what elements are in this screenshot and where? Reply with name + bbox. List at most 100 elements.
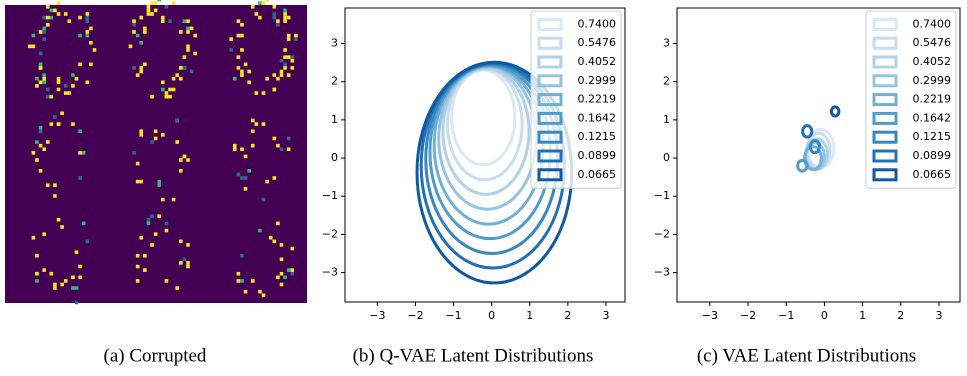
image-pixel [262,293,266,297]
ellipse [452,70,515,165]
y-tick-label: −3 [322,266,338,279]
legend-label: 0.1215 [578,130,617,143]
image-pixel [32,45,36,49]
image-pixel [290,272,294,276]
image-pixel [280,147,284,151]
image-pixel [139,66,143,70]
image-pixel [237,173,241,177]
legend-label: 0.7400 [578,17,617,30]
image-pixel [157,183,161,187]
image-pixel [157,0,161,1]
x-tick-label: −3 [702,309,718,322]
image-pixel [237,66,241,70]
image-pixel [179,158,183,162]
image-pixel [240,176,244,180]
image-pixel [283,276,287,280]
image-pixel [168,95,172,99]
image-pixel [132,30,136,34]
image-pixel [290,247,294,251]
image-pixel [165,91,169,95]
image-pixel [183,55,187,59]
image-pixel [280,283,284,287]
chart: −3−2−10123−3−2−101230.74000.54760.40520.… [654,8,960,366]
image-pixel [46,5,50,9]
image-pixel [39,129,43,133]
image-pixel [78,63,82,67]
image-pixel [39,30,43,34]
legend-label: 0.2999 [578,74,617,87]
image-pixel [42,16,46,20]
image-pixel [273,5,277,9]
y-tick-label: 2 [663,75,670,88]
image-pixel [89,27,93,31]
image-pixel [283,19,287,23]
image-pixel [273,88,277,92]
image-pixel [265,0,269,1]
image-pixel [172,198,176,202]
image-pixel [78,16,82,20]
image-pixel [139,236,143,240]
image-pixel [46,140,50,144]
image-pixel [265,180,269,184]
image-pixel [143,27,147,31]
image-pixel [287,37,291,41]
image-pixel [150,214,154,218]
image-pixel [290,268,294,272]
image-pixel [150,243,154,247]
image-pixel [283,9,287,13]
image-pixel [136,279,140,283]
image-pixel [280,243,284,247]
x-tick-label: 1 [859,309,866,322]
image-pixel [165,5,169,9]
image-pixel [143,268,147,272]
image-pixel [262,91,266,95]
image-pixel [68,91,72,95]
image-pixel [273,16,277,20]
image-pixel [57,12,61,16]
image-pixel [276,222,280,226]
image-pixel [57,218,61,222]
image-pixel [136,254,140,258]
image-pixel [283,16,287,20]
image-pixel [64,279,68,283]
image-pixel [32,151,36,155]
image-pixel [287,55,291,59]
image-pixel [240,73,244,77]
image-pixel [276,77,280,81]
image-pixel [154,1,158,5]
image-pixel [269,236,273,240]
image-pixel [46,95,50,99]
image-pixel [75,301,79,305]
image-pixel [193,34,197,38]
x-tick-label: 2 [564,309,571,322]
image-pixel [276,19,280,23]
image-pixel [71,73,75,77]
image-pixel [35,254,39,258]
ellipse [447,69,522,180]
image-pixel [240,279,244,283]
image-pixel [53,115,57,119]
image-pixel [287,34,291,38]
x-tick-label: 0 [821,309,828,322]
image-pixel [42,232,46,236]
image-pixel [82,151,86,155]
image-pixel [75,286,79,290]
image-pixel [147,222,151,226]
image-pixel [165,279,169,283]
image-pixel [190,70,194,74]
image-pixel [147,218,151,222]
ellipse [803,126,812,137]
image-pixel [283,12,287,16]
image-pixel [136,73,140,77]
image-pixel [39,169,43,173]
image-pixel [57,81,61,85]
image-pixel [147,5,151,9]
y-tick-label: 0 [331,151,338,164]
x-tick-label: −2 [407,309,423,322]
image-pixel [251,279,255,283]
image-pixel [258,290,262,294]
image-pixel [129,45,133,49]
image-pixel [71,276,75,280]
image-pixel [247,70,251,74]
legend-label: 0.4052 [578,55,617,68]
